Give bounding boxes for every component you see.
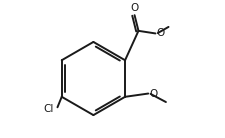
Text: O: O: [130, 3, 138, 13]
Text: O: O: [148, 89, 157, 99]
Text: Cl: Cl: [43, 104, 53, 114]
Text: O: O: [156, 28, 164, 39]
